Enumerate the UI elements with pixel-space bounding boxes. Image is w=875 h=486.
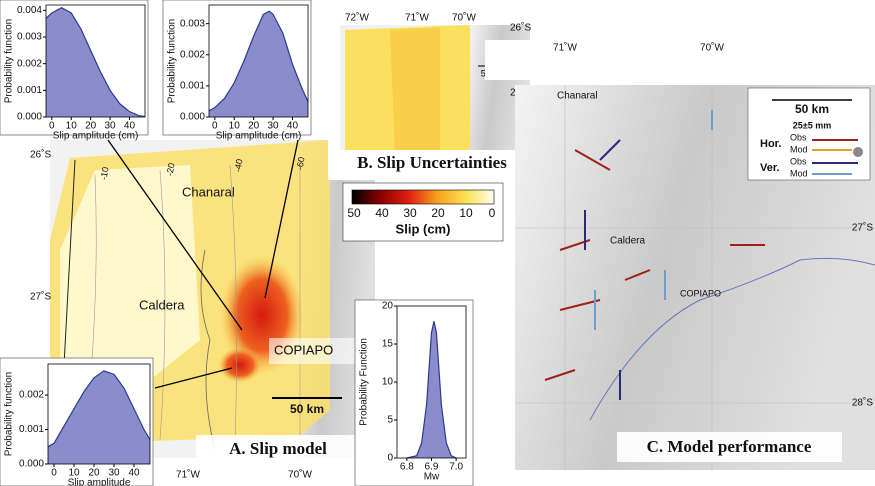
lon-label: 71˚W [553, 42, 577, 54]
colorbar-tick: 10 [459, 206, 473, 220]
y-axis-label: Probability Function [359, 338, 370, 426]
y-tick-label: 5 [387, 415, 393, 426]
model-performance-map: 71˚W 70˚W 27˚S 28˚S Chanaral Caldera COP… [485, 40, 875, 470]
lon-label: 70˚W [700, 42, 724, 54]
legend-ellipse [853, 147, 863, 157]
y-tick-label: 0.002 [19, 390, 44, 401]
y-tick-label: 0.002 [17, 58, 42, 69]
y-tick-label: 0.003 [180, 18, 205, 29]
lat-label: 26˚S [30, 149, 51, 161]
town-label: COPIAPO [680, 288, 721, 298]
y-tick-label: 0.000 [19, 459, 44, 470]
colorbar-tick: 20 [431, 206, 445, 220]
label-strip [485, 40, 875, 80]
x-tick-label: 6.8 [400, 462, 414, 473]
colorbar: 50 40 30 20 10 0 Slip (cm) [343, 183, 503, 241]
lat-label: 27˚S [30, 291, 51, 303]
y-axis-label: Probability function [4, 19, 15, 104]
lon-label: 70˚W [288, 469, 312, 481]
town-label: Caldera [610, 236, 645, 247]
x-tick-label: 7.0 [449, 462, 463, 473]
legend-label: Mod [790, 144, 808, 154]
legend-label: Obs [790, 156, 807, 166]
lat-label: 26˚S [510, 22, 531, 34]
y-tick-label: 0.001 [180, 81, 205, 92]
town-label: Chanaral [557, 91, 598, 102]
panel-title: B. Slip Uncertainties [357, 153, 507, 172]
scale-label: 50 km [795, 102, 829, 116]
legend-label: Obs [790, 132, 807, 142]
inset-chart: 051015206.86.97.0MwProbability Function [355, 300, 473, 486]
town-label: Chanaral [182, 184, 235, 199]
colorbar-label: Slip (cm) [396, 221, 451, 236]
y-tick-label: 20 [382, 301, 394, 312]
uncertainty-high [390, 27, 440, 152]
colorbar-tick: 50 [347, 206, 361, 220]
legend-amplitude: 25±5 mm [793, 120, 831, 130]
legend-label: Hor. [760, 138, 781, 150]
legend-label: Ver. [760, 162, 780, 174]
panel-title: A. Slip model [229, 439, 327, 458]
y-tick-label: 0.000 [17, 112, 42, 123]
scale-label: 50 km [290, 402, 324, 416]
lon-label: 70˚W [452, 12, 476, 24]
y-axis-label: Probability function [4, 372, 15, 457]
colorbar-tick: 30 [403, 206, 417, 220]
y-tick-label: 0.001 [19, 424, 44, 435]
y-tick-label: 0.004 [17, 5, 42, 16]
y-tick-label: 10 [382, 377, 394, 388]
slip-patch [218, 347, 262, 383]
slip-uncertainty-map: 72˚W 71˚W 70˚W 26˚S 27˚S 50 km B. Slip U… [328, 0, 538, 180]
panel-title: C. Model performance [647, 437, 812, 456]
y-tick-label: 0 [387, 453, 393, 464]
y-tick-label: 0.002 [180, 49, 205, 60]
y-tick-label: 0.001 [17, 85, 42, 96]
legend-label: Mod [790, 168, 808, 178]
town-label: Caldera [139, 297, 185, 312]
lat-label: 28˚S [852, 397, 873, 409]
colorbar-tick: 0 [489, 206, 496, 220]
lat-label: 27˚S [852, 222, 873, 234]
colorbar-tick: 40 [375, 206, 389, 220]
x-axis-label: Slip amplitude (cm) [216, 131, 302, 142]
x-axis-label: Mw [424, 472, 440, 483]
colorbar-gradient [352, 190, 494, 204]
y-axis-label: Probability function [167, 19, 178, 104]
x-axis-label: Slip amplitude [68, 478, 131, 486]
town-label: COPIAPO [274, 342, 333, 357]
y-tick-label: 15 [382, 339, 394, 350]
lon-label: 71˚W [176, 469, 200, 481]
figure: 26˚S 27˚S 71˚W 70˚W -10 -20 -40 -60 Chan… [0, 0, 875, 486]
y-tick-label: 0.003 [17, 32, 42, 43]
lon-label: 71˚W [405, 12, 429, 24]
x-axis-label: Slip amplitude (cm) [53, 131, 139, 142]
x-tick-label: 0 [51, 468, 57, 479]
lon-label: 72˚W [345, 12, 369, 24]
y-tick-label: 0.000 [180, 112, 205, 123]
